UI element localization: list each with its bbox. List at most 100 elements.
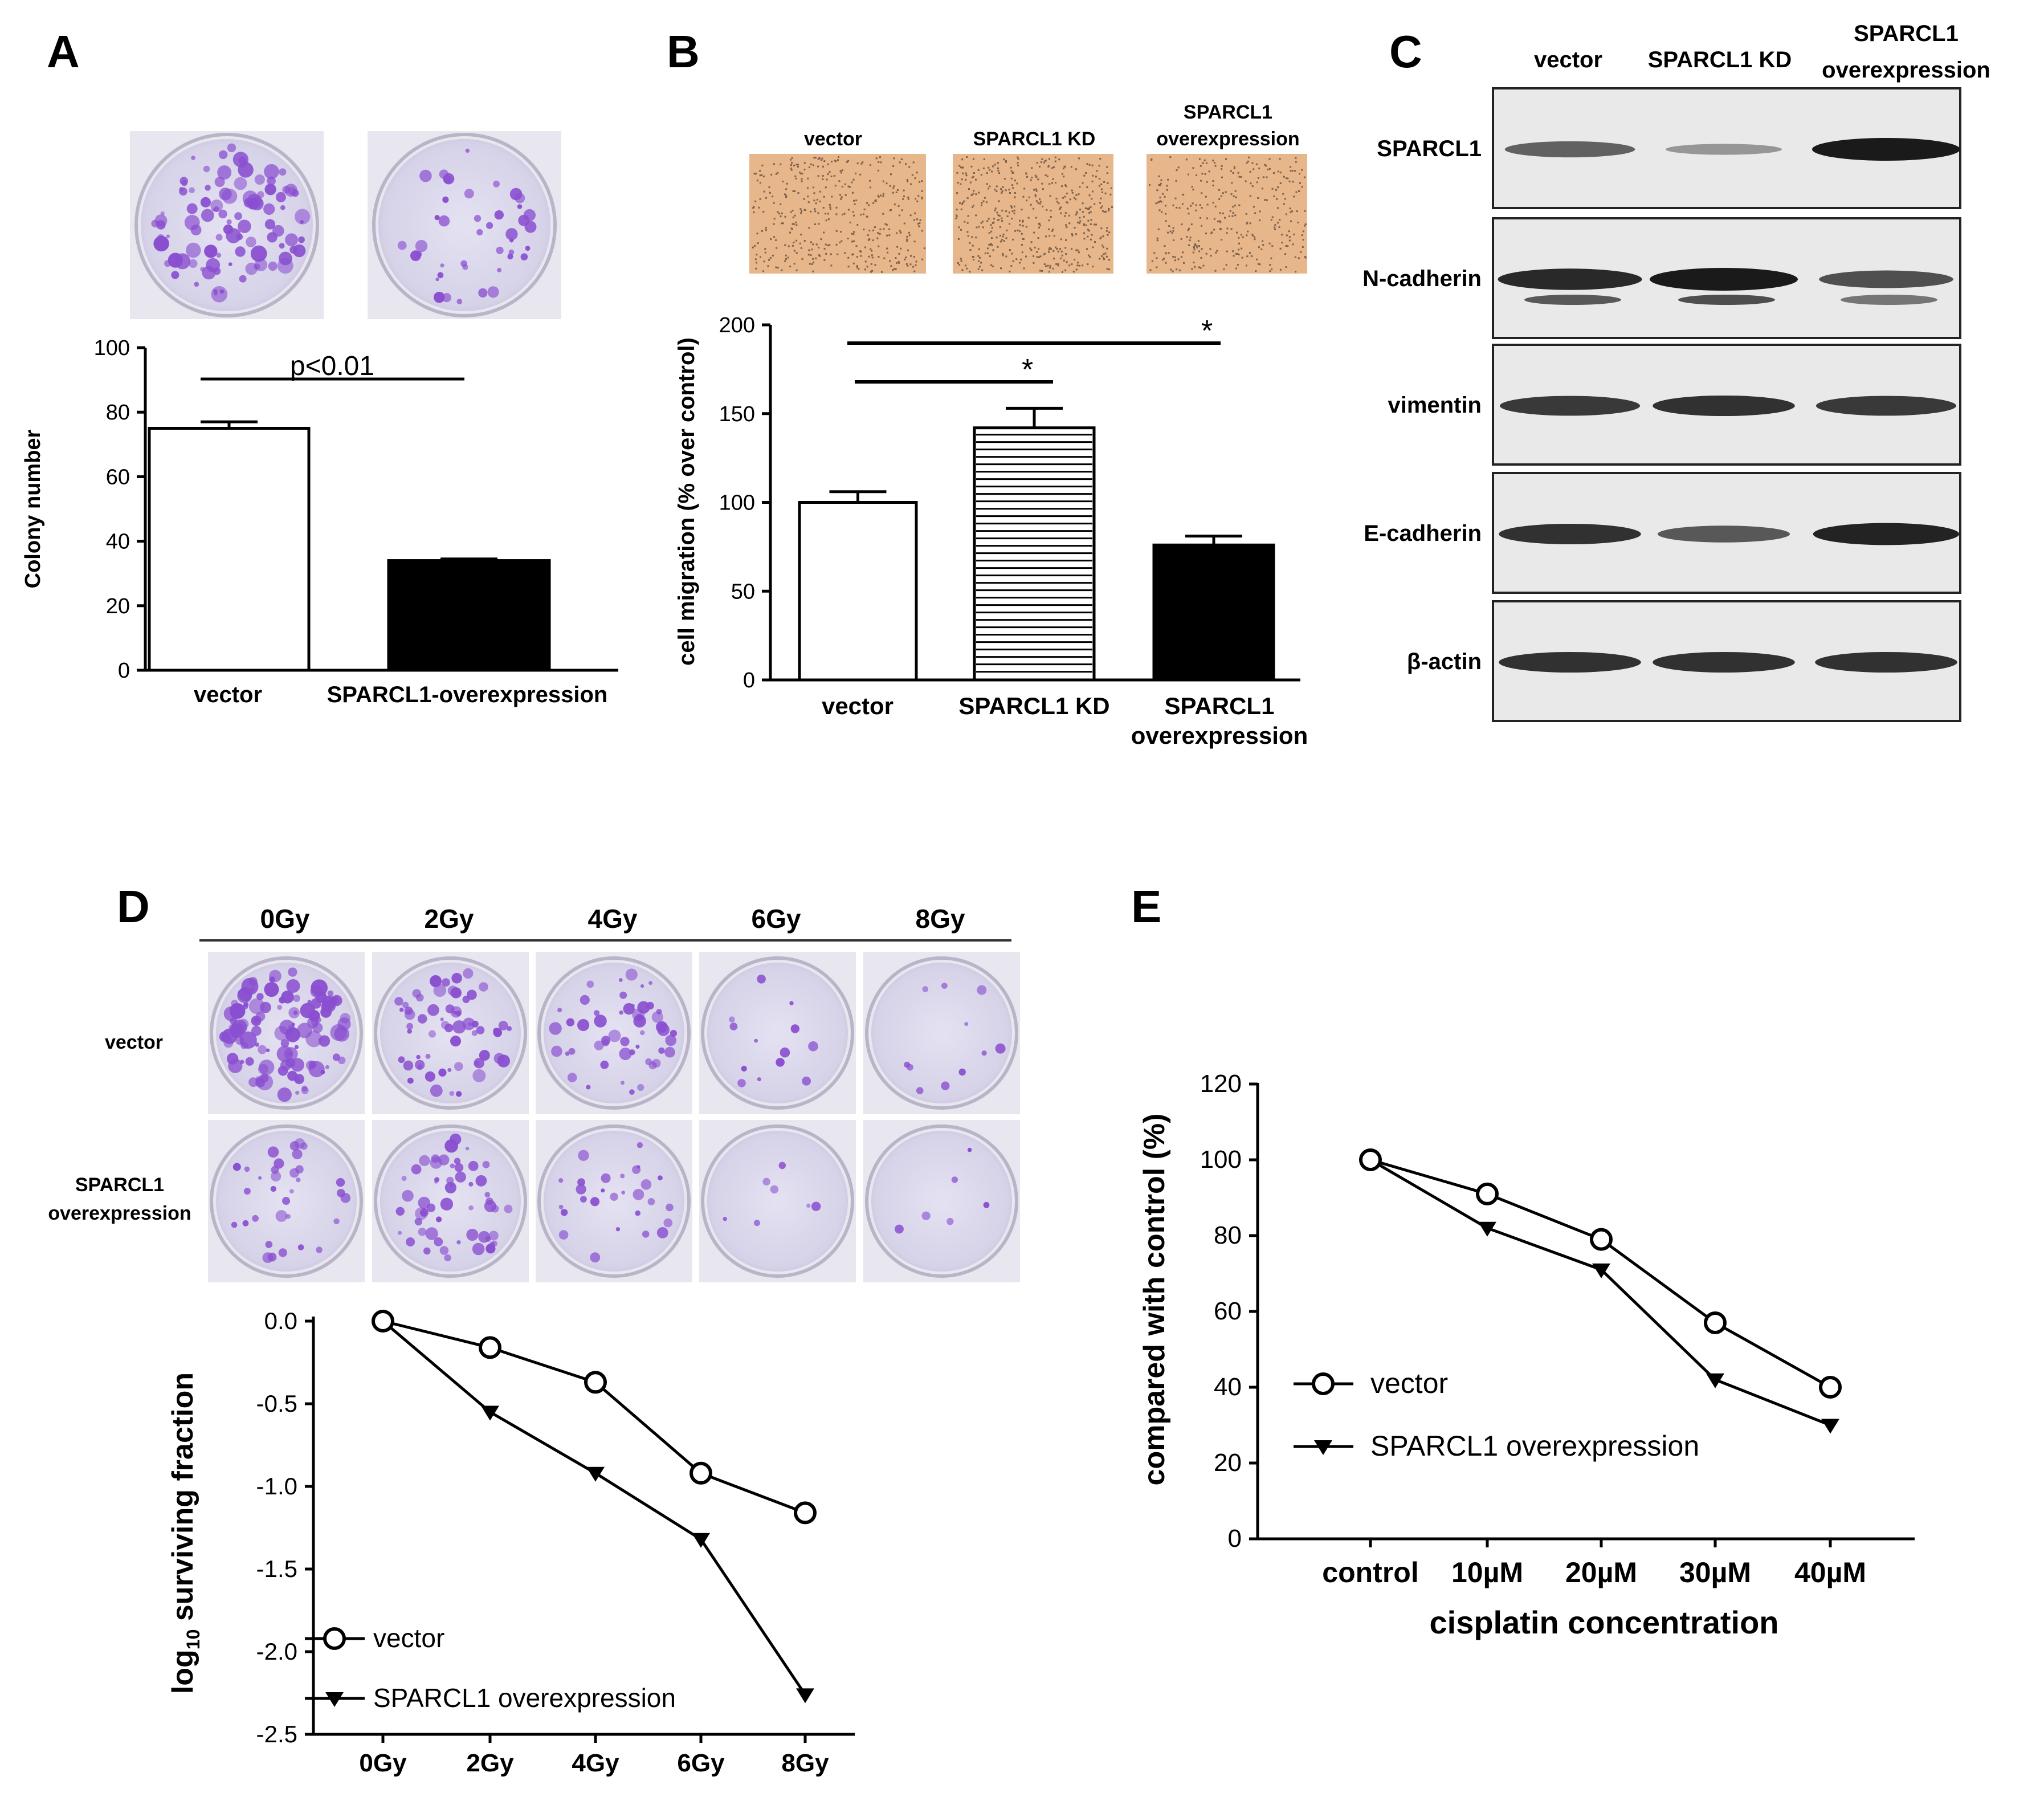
colony: [289, 1168, 299, 1178]
colony: [267, 1252, 277, 1262]
blot-band: [1819, 270, 1953, 288]
colony: [251, 1025, 262, 1036]
colony: [437, 272, 444, 279]
colony: [431, 1154, 440, 1163]
plate-dish: [707, 963, 848, 1103]
colony: [619, 1048, 632, 1061]
colony: [279, 996, 286, 1004]
colony: [476, 229, 483, 236]
significance-star-upper: *: [1201, 315, 1213, 348]
colony: [557, 1008, 562, 1013]
legend-marker-vector: [1312, 1372, 1335, 1395]
colony: [320, 1006, 332, 1018]
colony: [637, 1083, 644, 1091]
colony: [455, 1171, 466, 1183]
colony: [278, 1248, 287, 1257]
colony: [219, 150, 228, 160]
colony: [411, 1164, 422, 1175]
colony: [967, 1147, 972, 1152]
colony: [426, 1203, 435, 1212]
colony: [586, 980, 594, 988]
plate-dish: [871, 1131, 1012, 1272]
colony: [271, 1171, 281, 1182]
colony: [433, 984, 447, 997]
blot-row: E-cadherin: [1364, 472, 1961, 594]
legend-label-sparcl1: SPARCL1 overexpression: [373, 1683, 676, 1713]
colony: [464, 189, 474, 199]
colony: [558, 1178, 564, 1183]
colony: [403, 1060, 414, 1071]
colony: [493, 180, 500, 188]
colony: [288, 967, 297, 977]
colony: [958, 1068, 966, 1076]
y-tick-label: -2.5: [256, 1721, 297, 1747]
colony: [311, 998, 321, 1009]
colony: [252, 1215, 259, 1222]
x-tick-label: 10µM: [1451, 1557, 1523, 1588]
colony: [246, 237, 256, 247]
colony: [670, 1030, 677, 1037]
colony: [402, 1189, 414, 1202]
colony: [922, 986, 929, 992]
colony: [729, 1016, 735, 1022]
legend: vector SPARCL1 overexpression: [305, 1623, 676, 1713]
colony: [951, 1176, 958, 1183]
bar-sparcl1-overexpression: [1152, 543, 1275, 682]
colony: [590, 1197, 600, 1207]
colony: [264, 982, 279, 997]
colony: [268, 261, 278, 271]
blot-band: [1504, 141, 1635, 158]
blot-band: [1499, 523, 1641, 545]
colony: [450, 1183, 454, 1187]
blot-band: [1500, 396, 1640, 416]
colony: [237, 991, 242, 995]
colony: [549, 1022, 562, 1035]
x-tick-label: 40µM: [1794, 1557, 1866, 1588]
colony: [621, 1191, 625, 1195]
colony: [916, 1087, 924, 1094]
colony: [921, 1211, 931, 1220]
colony: [425, 1227, 438, 1240]
colony: [474, 215, 482, 222]
blot-col-oe-2: overexpression: [1822, 58, 1990, 83]
colony: [190, 225, 202, 235]
colony: [610, 1192, 618, 1201]
plate-dish: [378, 139, 550, 311]
colony: [230, 1023, 244, 1038]
colony: [621, 1081, 625, 1085]
colony: [434, 1177, 440, 1183]
colony: [229, 1003, 246, 1019]
panel-label-b: B: [667, 26, 700, 77]
colony: [245, 1057, 254, 1066]
y-tick-label: 200: [719, 313, 755, 337]
y-tick-label: 0: [1228, 1525, 1242, 1553]
blot-band: [1816, 396, 1956, 416]
plate-d-sparcl1: [699, 1120, 856, 1282]
colony: [269, 969, 281, 983]
colony: [505, 228, 518, 241]
colony: [300, 1003, 316, 1018]
legend-marker-sparcl1: [325, 1692, 344, 1707]
colony: [406, 1237, 415, 1246]
colony: [397, 1231, 402, 1235]
colony: [447, 1067, 452, 1072]
colony: [946, 1217, 954, 1225]
colony: [284, 184, 297, 197]
x-tick-label: 30µM: [1679, 1557, 1751, 1588]
plate-rim: [701, 956, 854, 1110]
colony: [189, 259, 198, 268]
colony: [189, 187, 195, 194]
dose-header: 2Gy: [425, 904, 474, 934]
colony: [479, 982, 488, 992]
blot-row-label: E-cadherin: [1364, 521, 1482, 546]
colony: [462, 264, 468, 270]
colony: [558, 1230, 569, 1240]
panel-label-a: A: [47, 26, 80, 77]
colony: [286, 979, 300, 993]
colony: [443, 175, 452, 184]
colony: [578, 1150, 589, 1162]
colony: [279, 243, 285, 249]
colony: [594, 1040, 604, 1050]
blot-row-label: SPARCL1: [1377, 136, 1482, 161]
colony: [186, 242, 201, 258]
